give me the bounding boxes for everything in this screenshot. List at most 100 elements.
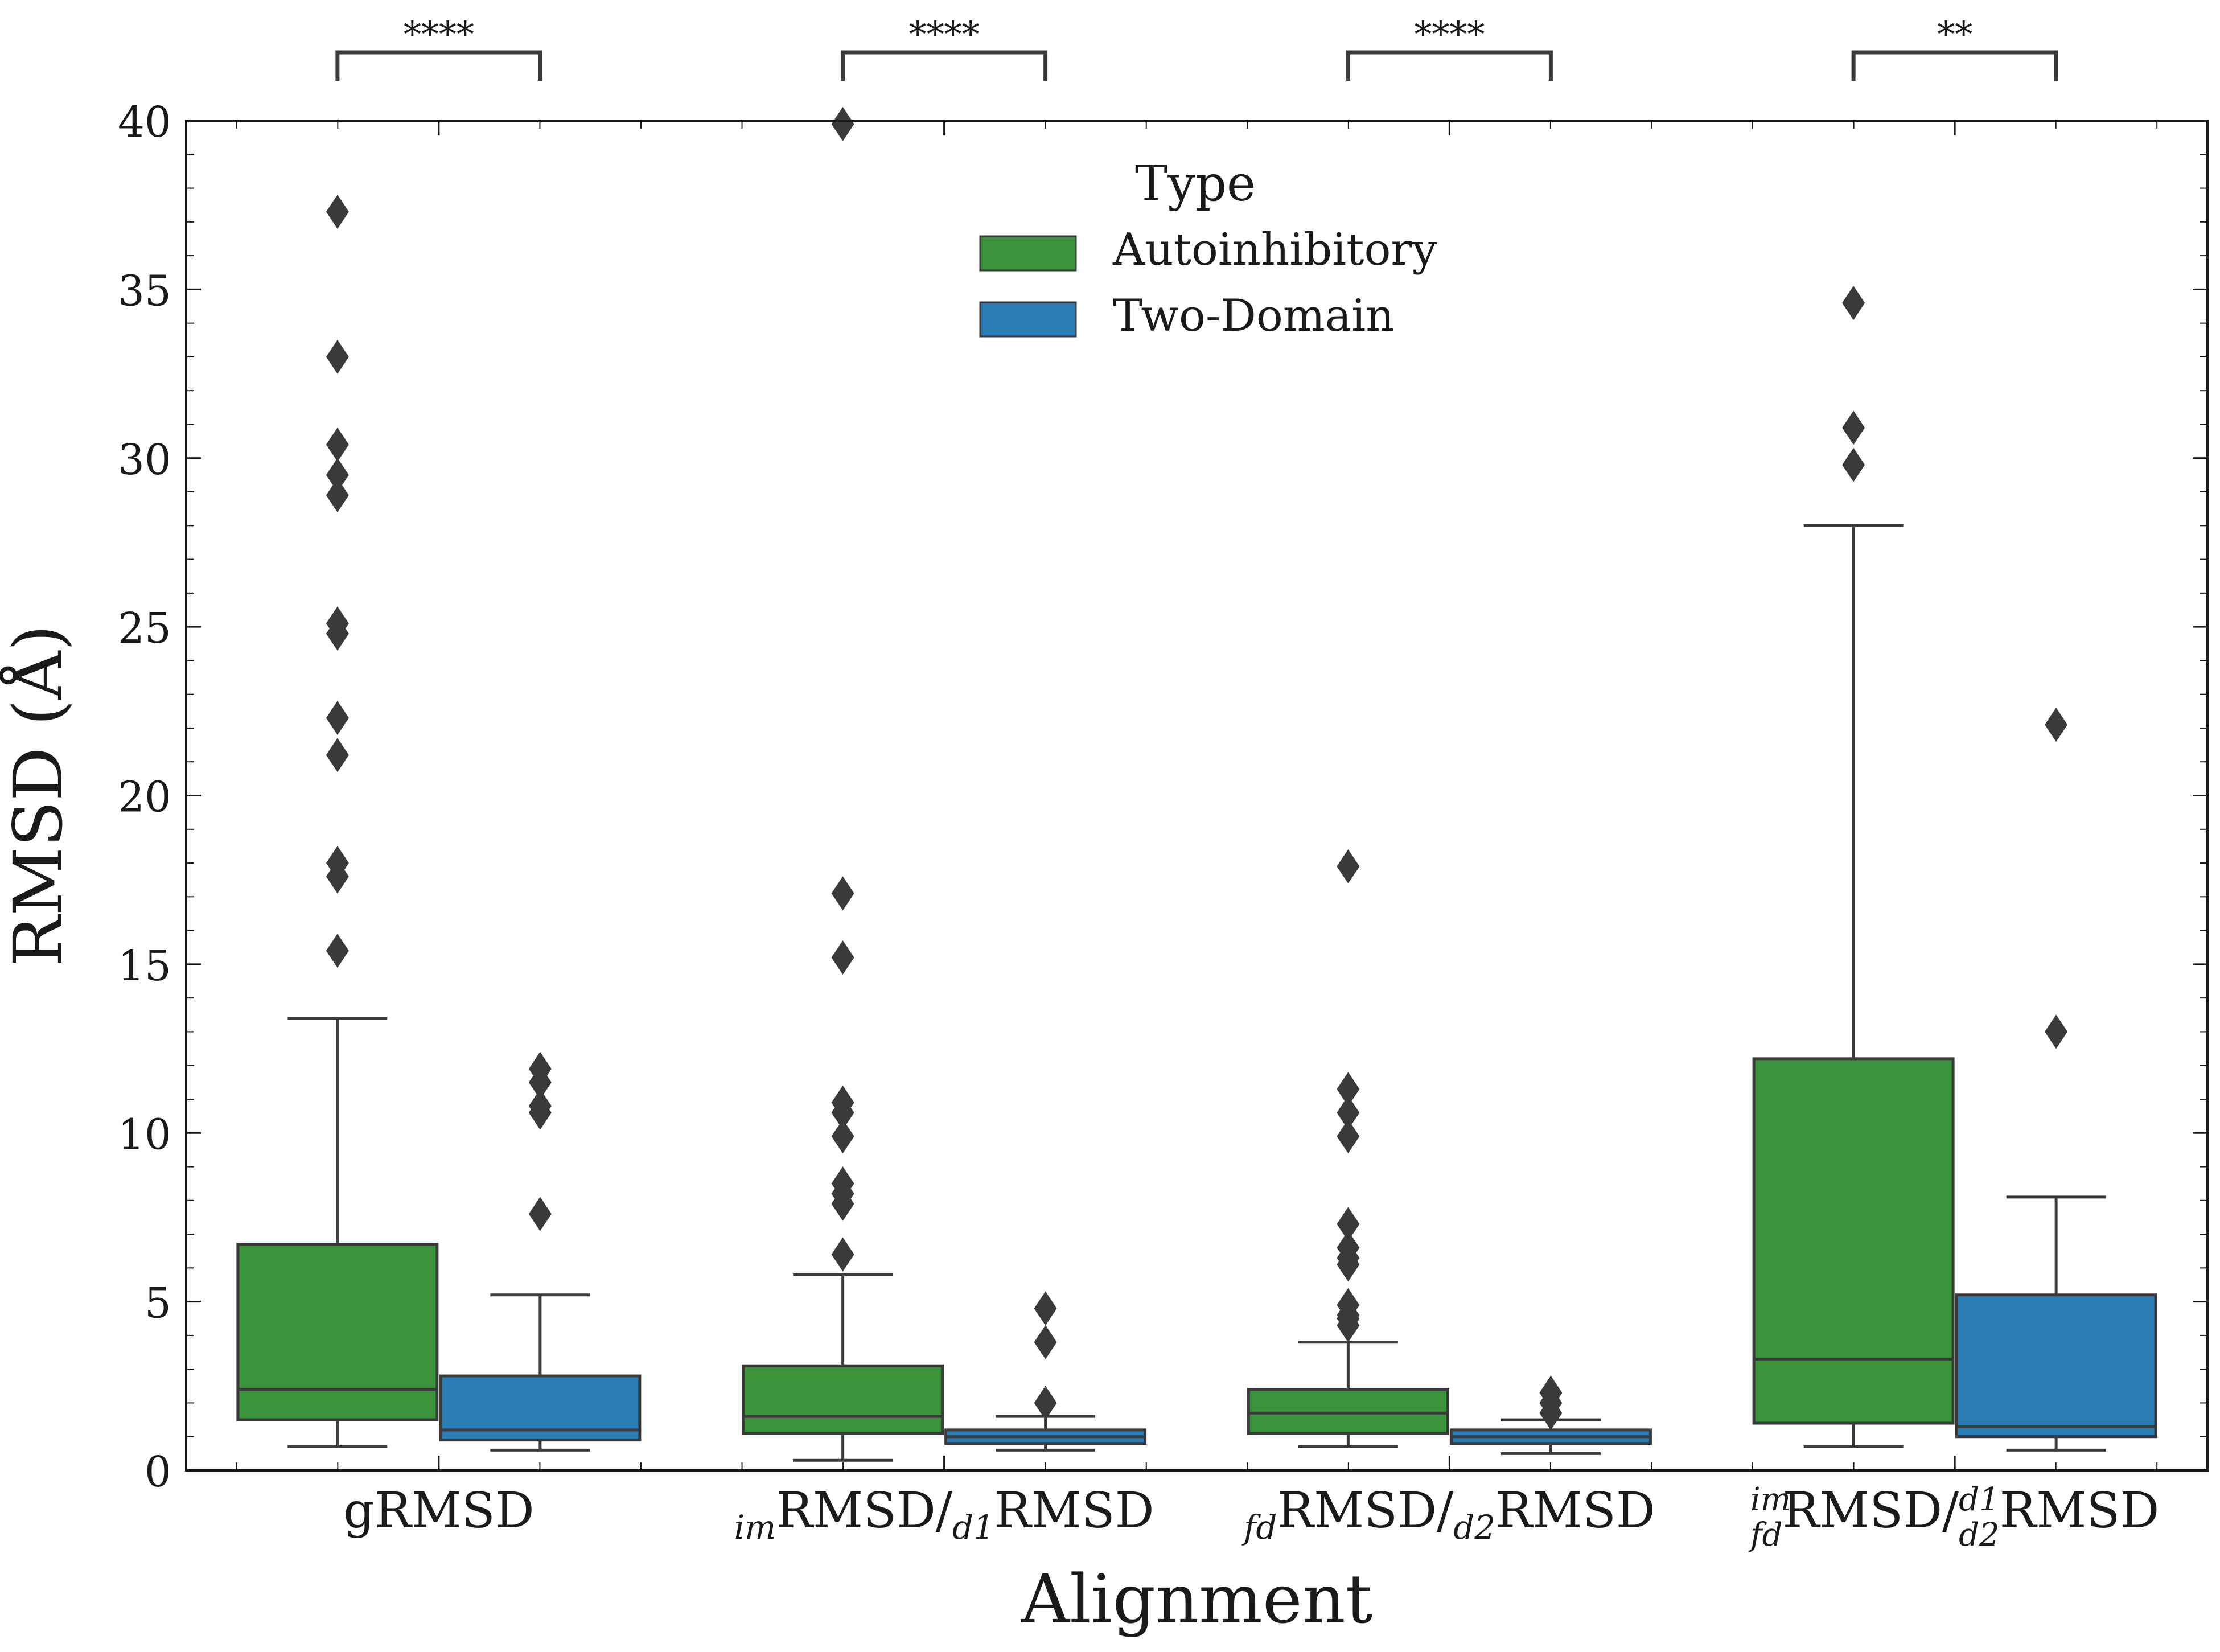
- outlier-marker: [326, 934, 349, 968]
- significance-brackets: **** **** **** **: [335, 14, 2058, 81]
- box: [742, 106, 944, 1462]
- significance-bracket: [335, 50, 542, 81]
- y-tick-label: 25: [118, 604, 171, 653]
- box: [439, 1051, 642, 1452]
- outlier-marker: [1337, 1247, 1360, 1282]
- main-part: RMSD: [2000, 1482, 2160, 1539]
- y-tick-label: 10: [118, 1110, 171, 1159]
- outlier-marker: [1337, 1095, 1360, 1130]
- outlier-marker: [831, 876, 854, 911]
- significance-label: **: [1937, 14, 1972, 55]
- main-part: RMSD/: [1277, 1482, 1453, 1539]
- outlier-marker: [831, 1237, 854, 1272]
- outlier-marker: [1842, 447, 1865, 482]
- y-axis-title: RMSD (Å): [0, 625, 77, 967]
- outlier-marker: [1337, 1207, 1360, 1242]
- box-iqr: [1955, 1293, 2157, 1439]
- sub-part: fd: [1241, 1508, 1277, 1547]
- main-part: RMSD: [994, 1482, 1154, 1539]
- outlier-marker: [528, 1095, 552, 1130]
- y-tick-label: 35: [118, 266, 171, 315]
- subs-part: d2: [1959, 1517, 1999, 1554]
- x-tick-label: imRMSD/d1RMSD: [734, 1482, 1154, 1547]
- significance-bracket: [1851, 50, 2058, 81]
- outlier-marker: [326, 478, 349, 512]
- y-tick-label: 40: [118, 98, 171, 147]
- main-part: RMSD/: [1783, 1482, 1959, 1539]
- main-part: RMSD/: [776, 1482, 952, 1539]
- legend: Type Autoinhibitory Two-Domain: [979, 155, 1437, 342]
- series-two-domain: [439, 708, 2157, 1455]
- legend-swatch: [979, 301, 1077, 338]
- main-part: RMSD: [1495, 1482, 1655, 1539]
- outlier-marker: [326, 195, 349, 229]
- legend-title: Type: [1135, 155, 1256, 212]
- outlier-marker: [326, 701, 349, 735]
- outlier-marker: [1034, 1291, 1057, 1326]
- box-iqr: [1752, 1057, 1955, 1425]
- sup-part: im: [1750, 1481, 1791, 1518]
- y-tick-label: 20: [118, 773, 171, 822]
- sub-part: d2: [1453, 1508, 1495, 1547]
- box: [1752, 286, 1955, 1449]
- box: [1955, 708, 2157, 1452]
- box-iqr: [1247, 1388, 1449, 1435]
- box: [236, 195, 439, 1449]
- outlier-marker: [831, 940, 854, 975]
- outlier-marker: [1842, 286, 1865, 320]
- outlier-marker: [1842, 410, 1865, 445]
- significance-bracket: [1346, 50, 1553, 81]
- box: [944, 1291, 1147, 1452]
- legend-label: Two-Domain: [1113, 290, 1394, 342]
- x-tick-label: gRMSD: [343, 1482, 535, 1539]
- y-tick-label: 0: [145, 1448, 171, 1497]
- outlier-marker: [528, 1197, 552, 1231]
- outlier-marker: [326, 458, 349, 492]
- outlier-marker: [326, 616, 349, 651]
- significance-label: ****: [404, 14, 474, 55]
- outlier-marker: [528, 1065, 552, 1100]
- plot-frame: [185, 120, 2209, 1472]
- significance-bracket: [841, 50, 1048, 81]
- outlier-marker: [1539, 1396, 1563, 1431]
- outlier-marker: [2045, 1014, 2068, 1049]
- series-autoinhibitory: [236, 106, 1955, 1462]
- significance-label: ****: [1414, 14, 1485, 55]
- outlier-marker: [1034, 1325, 1057, 1359]
- box-iqr: [742, 1364, 944, 1435]
- outlier-marker: [326, 339, 349, 374]
- legend-label: Autoinhibitory: [1112, 224, 1437, 276]
- outlier-marker: [326, 428, 349, 462]
- outlier-marker: [1337, 1308, 1360, 1343]
- outlier-marker: [831, 1119, 854, 1154]
- outlier-marker: [831, 1095, 854, 1130]
- outlier-marker: [831, 1186, 854, 1221]
- outlier-marker: [1034, 1386, 1057, 1420]
- significance-label: ****: [909, 14, 980, 55]
- y-tick-label: 15: [118, 942, 171, 991]
- sub-part: d1: [952, 1508, 994, 1547]
- box-series: [236, 106, 2157, 1462]
- sub-part: im: [734, 1508, 776, 1547]
- outlier-marker: [1337, 1119, 1360, 1154]
- box: [1449, 1375, 1652, 1455]
- subs-part: fd: [1748, 1517, 1783, 1554]
- outlier-marker: [1337, 1072, 1360, 1107]
- outlier-marker: [326, 859, 349, 894]
- y-tick-label: 30: [118, 435, 171, 484]
- legend-swatch: [979, 235, 1077, 272]
- x-tick-label: im fdRMSD/d1 d2RMSD: [1748, 1481, 2159, 1554]
- outlier-marker: [2045, 708, 2068, 742]
- x-tick-label: fdRMSD/d2RMSD: [1241, 1482, 1655, 1547]
- y-tick-label: 5: [145, 1279, 171, 1328]
- box-iqr: [236, 1243, 439, 1421]
- main-part: gRMSD: [343, 1482, 535, 1539]
- outlier-marker: [326, 738, 349, 772]
- sup-part: d1: [1959, 1481, 1999, 1518]
- box: [1247, 849, 1449, 1449]
- x-axis-title: Alignment: [1021, 1560, 1372, 1638]
- outlier-marker: [831, 106, 854, 141]
- outlier-marker: [1337, 849, 1360, 883]
